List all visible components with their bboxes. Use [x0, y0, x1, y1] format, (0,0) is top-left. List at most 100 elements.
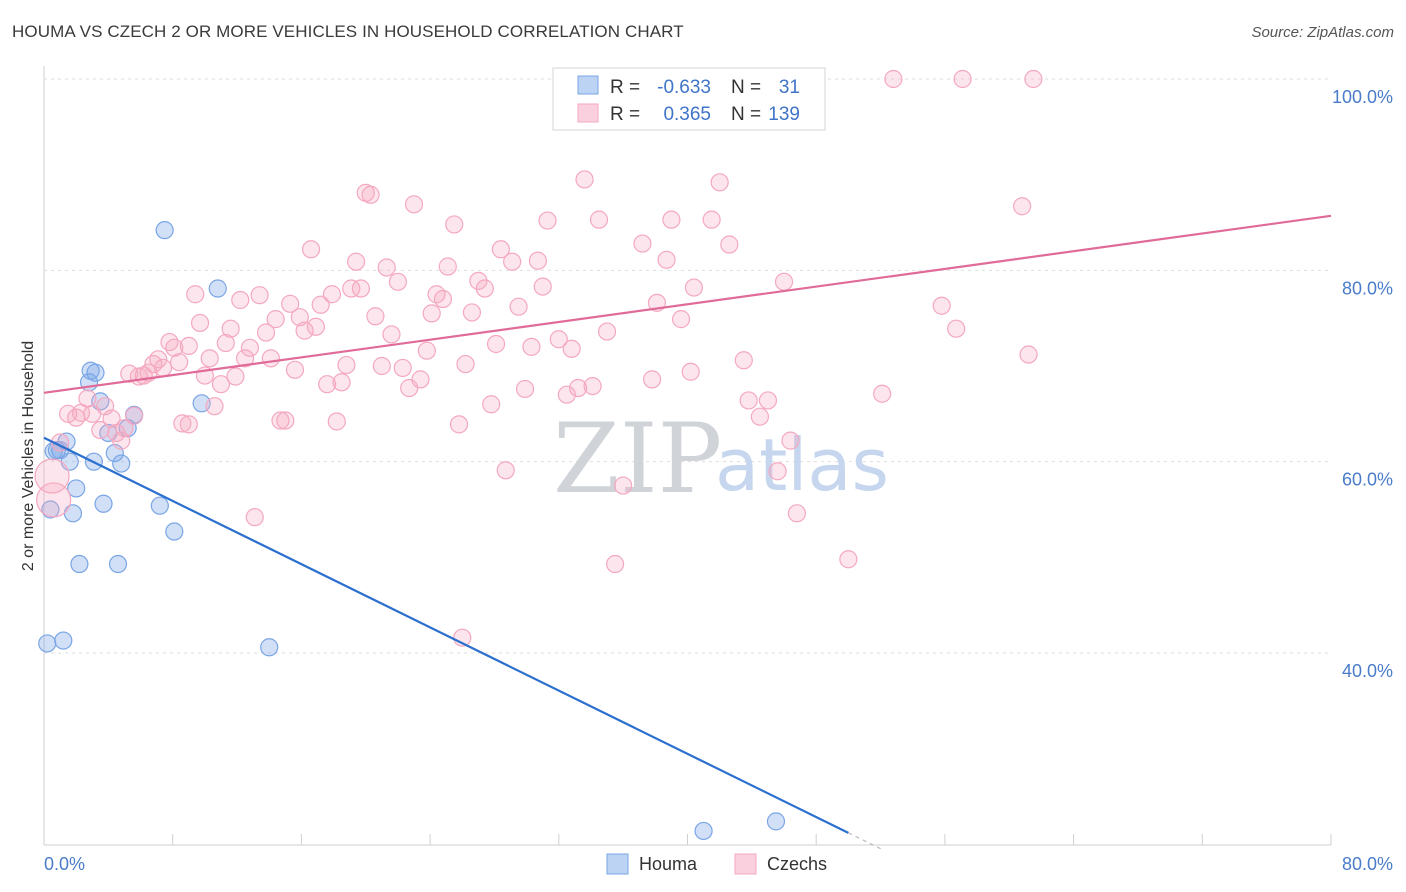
point-czechs: [388, 272, 408, 291]
point-czechs: [361, 185, 380, 204]
legend-n-label-czechs: N =: [731, 104, 761, 125]
point-czechs: [1019, 345, 1038, 364]
legend-r-value-czechs: 0.365: [663, 104, 711, 125]
point-czechs: [285, 360, 305, 379]
point-czechs: [710, 173, 729, 192]
bottom-legend-swatch-czechs: [734, 853, 757, 875]
point-czechs: [306, 317, 325, 336]
point-houma: [86, 363, 105, 382]
point-czechs: [226, 367, 245, 386]
point-czechs: [589, 210, 609, 229]
point-czechs: [462, 303, 482, 322]
point-czechs: [750, 407, 769, 426]
point-czechs: [533, 277, 552, 296]
point-czechs: [515, 379, 535, 399]
y-tick-label: 60.0%: [1342, 470, 1393, 490]
legend-r-label-czechs: R =: [610, 104, 640, 125]
point-czechs: [482, 395, 501, 414]
legend-r-value-houma: -0.633: [657, 77, 711, 98]
point-czechs: [509, 297, 528, 316]
point-czechs: [684, 278, 704, 297]
point-czechs: [221, 319, 240, 338]
legend-n-value-czechs: 139: [768, 104, 800, 125]
point-czechs: [382, 325, 401, 344]
point-czechs: [633, 234, 652, 253]
point-czechs: [422, 304, 441, 323]
point-czechs: [873, 384, 892, 403]
point-czechs: [445, 215, 464, 234]
point-czechs: [953, 69, 972, 89]
x-tick-min: 0.0%: [44, 854, 85, 874]
point-czechs: [433, 289, 453, 309]
point-czechs: [377, 258, 396, 277]
point-czechs: [702, 210, 721, 229]
point-houma: [694, 821, 713, 841]
point-houma: [38, 634, 57, 653]
point-czechs: [562, 339, 581, 358]
point-czechs: [522, 337, 541, 356]
point-czechs: [235, 349, 255, 368]
point-czechs: [295, 321, 314, 340]
point-czechs: [671, 310, 691, 329]
bottom-legend-swatch-houma: [606, 853, 629, 875]
point-czechs: [404, 195, 424, 214]
point-czechs: [115, 419, 134, 438]
point-czechs: [538, 211, 557, 230]
legend-swatch-houma: [577, 75, 599, 95]
point-czechs: [124, 406, 144, 425]
point-houma: [67, 479, 86, 498]
point-czechs: [486, 334, 506, 354]
watermark-atlas: atlas: [715, 423, 889, 507]
point-houma: [70, 554, 89, 574]
point-czechs: [342, 279, 361, 298]
point-czechs: [575, 170, 594, 189]
point-czechs: [503, 252, 522, 271]
point-czechs: [179, 415, 198, 434]
point-houma: [54, 631, 73, 650]
bottom-legend-label-czechs: Czechs: [767, 854, 827, 874]
point-czechs: [327, 412, 346, 431]
point-czechs: [417, 341, 436, 360]
point-czechs: [271, 411, 290, 430]
point-czechs: [78, 389, 97, 408]
y-tick-label: 80.0%: [1342, 278, 1393, 298]
point-czechs: [301, 240, 321, 259]
point-czechs: [372, 356, 391, 376]
source-label: Source: ZipAtlas.com: [1251, 24, 1394, 41]
legend-swatch-czechs: [577, 103, 599, 123]
point-czechs: [332, 373, 351, 392]
point-czechs: [190, 313, 210, 333]
y-tick-label: 100.0%: [1332, 87, 1393, 107]
point-czechs: [606, 554, 625, 574]
point-czechs: [781, 431, 800, 450]
point-czechs: [346, 252, 366, 271]
legend-n-label-houma: N =: [731, 77, 761, 98]
point-czechs: [393, 358, 412, 378]
point-czechs: [456, 354, 475, 374]
point-czechs: [774, 272, 794, 291]
point-houma: [155, 221, 174, 240]
point-houma: [112, 454, 131, 473]
point-houma: [260, 638, 279, 657]
point-houma: [94, 494, 113, 513]
point-czechs: [36, 482, 72, 518]
chart-title: HOUMA VS CZECH 2 OR MORE VEHICLES IN HOU…: [12, 22, 684, 41]
point-czechs: [366, 307, 385, 326]
point-czechs: [318, 375, 337, 394]
point-czechs: [496, 461, 515, 480]
point-czechs: [170, 353, 189, 372]
point-czechs: [290, 308, 309, 327]
point-czechs: [102, 409, 121, 428]
point-czechs: [569, 378, 588, 398]
trend-line-houma: [43, 436, 849, 834]
point-czechs: [200, 349, 219, 368]
point-czechs: [322, 285, 342, 304]
legend-n-value-houma: 31: [779, 77, 800, 98]
point-houma: [165, 522, 184, 541]
point-czechs: [839, 550, 858, 569]
point-czechs: [549, 330, 568, 349]
x-tick-max: 80.0%: [1342, 854, 1393, 874]
point-czechs: [245, 508, 264, 527]
x-axis-ticks: [172, 834, 1332, 845]
